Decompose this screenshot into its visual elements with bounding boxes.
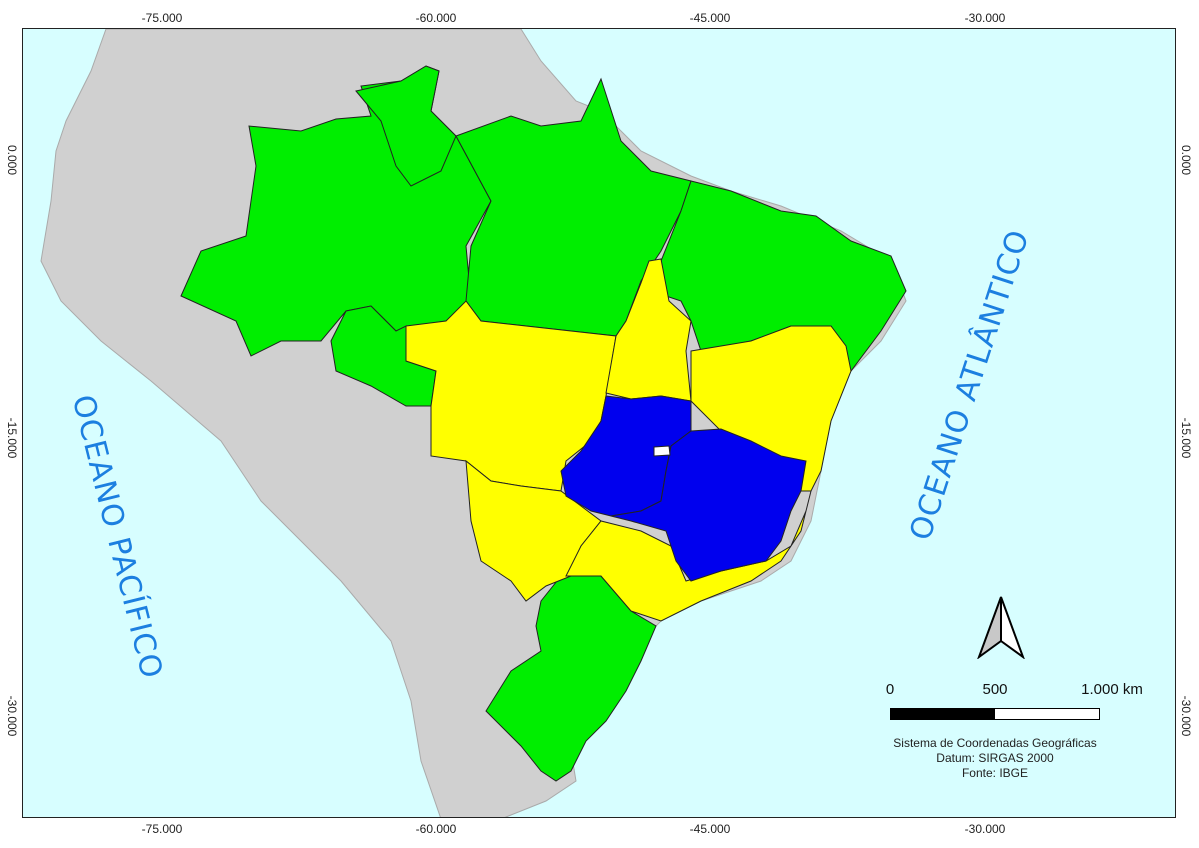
district-federal — [653, 445, 671, 457]
region-minas-gerais — [610, 428, 807, 582]
coord-top-2: -60.000 — [415, 11, 457, 25]
map-frame — [22, 28, 1176, 818]
coord-top-1: -75.000 — [141, 11, 183, 25]
scale-label-0: 0 — [885, 681, 895, 698]
scale-bar — [890, 708, 1100, 720]
coord-left-2: -15.000 — [5, 417, 19, 459]
region-para — [455, 77, 692, 337]
credits-source: Fonte: IBGE — [961, 766, 1029, 780]
coord-top-3: -45.000 — [689, 11, 731, 25]
map-canvas — [23, 29, 1175, 817]
coord-bottom-2: -60.000 — [415, 822, 457, 836]
north-arrow-icon — [977, 596, 1025, 659]
scale-bar-black-segment — [891, 709, 995, 719]
scale-label-500: 500 — [982, 681, 1008, 698]
scale-label-1000: 1.000 km — [1081, 681, 1143, 698]
credits-coordinate-system: Sistema de Coordenadas Geográficas — [893, 736, 1097, 750]
coord-bottom-4: -30.000 — [964, 822, 1006, 836]
coord-left-3: -30.000 — [5, 695, 19, 737]
coord-bottom-3: -45.000 — [689, 822, 731, 836]
coord-bottom-1: -75.000 — [141, 822, 183, 836]
coord-top-4: -30.000 — [964, 11, 1006, 25]
coord-right-2: -15.000 — [1179, 417, 1193, 459]
credits-datum: Datum: SIRGAS 2000 — [936, 751, 1054, 765]
coord-right-3: -30.000 — [1179, 695, 1193, 737]
coord-right-1: 0.000 — [1179, 144, 1193, 176]
scale-bar-white-segment — [995, 709, 1099, 719]
coord-left-1: 0.000 — [5, 144, 19, 176]
map-credits: Sistema de Coordenadas Geográficas Datum… — [893, 736, 1096, 781]
